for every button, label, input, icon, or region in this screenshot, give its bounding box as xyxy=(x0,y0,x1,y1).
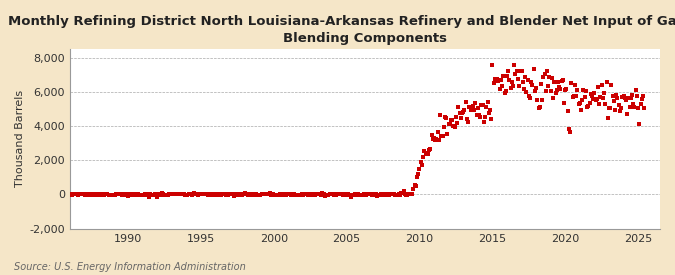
Title: Monthly Refining District North Louisiana-Arkansas Refinery and Blender Net Inpu: Monthly Refining District North Louisian… xyxy=(8,15,675,45)
Y-axis label: Thousand Barrels: Thousand Barrels xyxy=(15,90,25,187)
Text: Source: U.S. Energy Information Administration: Source: U.S. Energy Information Administ… xyxy=(14,262,245,272)
